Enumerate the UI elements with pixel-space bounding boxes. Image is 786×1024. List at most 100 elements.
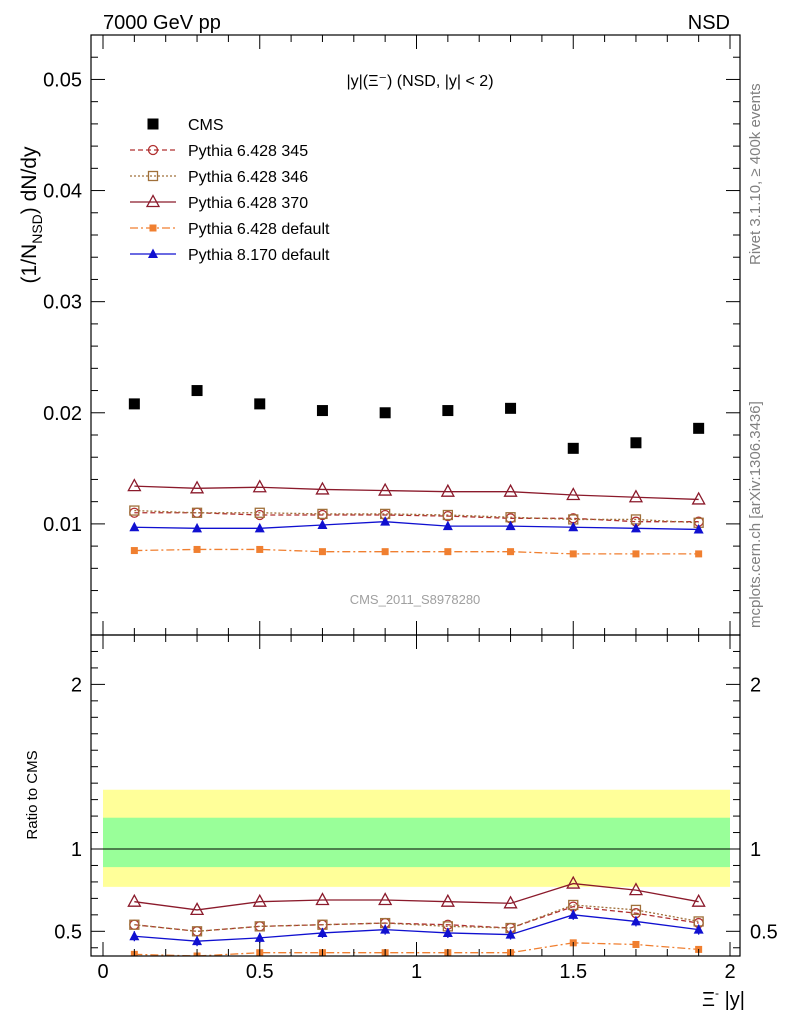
p346-line	[134, 904, 699, 932]
p346-point	[254, 921, 265, 932]
p370-point	[691, 491, 706, 505]
legend-label: Pythia 6.428 346	[188, 169, 308, 186]
legend-entry: Pythia 6.428 346	[130, 169, 308, 186]
p346-point	[442, 509, 454, 521]
p370-point	[252, 479, 267, 493]
legend-marker	[147, 118, 159, 130]
cms-point	[442, 405, 454, 417]
legend-entry: Pythia 8.170 default	[130, 247, 330, 264]
legend-label: Pythia 6.428 default	[188, 221, 330, 238]
legend: CMS Pythia 6.428 345 Pythia 6.428 346 Pythi…	[130, 117, 330, 264]
x-tick-label: 2	[724, 961, 735, 983]
main-plot-title: |y|(Ξ⁻) (NSD, |y| < 2)	[346, 73, 493, 90]
ratio-y-tick-label-left: 1	[71, 839, 82, 861]
p6def-point	[569, 550, 577, 558]
header-left: 7000 GeV pp	[103, 12, 221, 34]
cms-point	[567, 442, 579, 454]
legend-marker	[149, 224, 157, 232]
p6def-point	[318, 548, 326, 556]
cms-point	[505, 402, 517, 414]
p6def-point	[193, 545, 201, 553]
p6def-line	[134, 548, 699, 555]
p346-line	[134, 509, 699, 524]
p370-point	[315, 892, 330, 906]
y-tick-label: 0.02	[43, 403, 82, 425]
p345-line	[134, 512, 699, 523]
p8def-point	[317, 927, 328, 937]
p370-point	[566, 875, 581, 889]
p8def-point	[442, 520, 453, 531]
p6def-point	[381, 548, 389, 556]
ratio-y-tick-label-left: 0.5	[54, 921, 82, 943]
x-ticks: 0 0.5 1 1.5 2	[97, 635, 736, 983]
cms-point	[254, 398, 266, 410]
y-tick-label: 0.04	[43, 181, 82, 203]
p346-point	[254, 507, 265, 518]
p8def-point	[129, 521, 140, 532]
p370-point	[127, 893, 142, 907]
p8def-point	[505, 520, 516, 531]
main-series	[127, 385, 706, 558]
legend-marker	[145, 194, 161, 208]
p6def-point	[632, 550, 640, 558]
p8def-point	[192, 935, 203, 946]
p8def-point	[192, 522, 203, 533]
p370-point	[189, 480, 205, 494]
cms-point	[693, 422, 705, 434]
p370-line	[134, 485, 699, 501]
x-tick-label: 1	[411, 961, 422, 983]
p370-point	[628, 489, 644, 503]
p370-point	[252, 893, 267, 907]
p8def-line	[134, 521, 699, 531]
p6def-point	[507, 548, 515, 556]
p370-point	[189, 902, 205, 916]
x-tick-label: 0.5	[246, 961, 274, 983]
p370-point	[503, 895, 518, 909]
x-tick-label: 0	[97, 961, 108, 983]
main-y-axis-label: (1/NNSD) dN/dy	[18, 146, 45, 283]
mcplots-label: mcplots.cern.ch [arXiv:1306.3436]	[747, 401, 764, 628]
p8def-point	[568, 909, 579, 919]
y-tick-label: 0.05	[43, 69, 82, 91]
legend-marker	[147, 170, 159, 182]
ratio-plot-panel: 0.5 0.5 1 1 2 2 0 0.5 1 1.5 2 Ratio to CMS Ξ- |y|	[24, 634, 778, 1011]
p346-point	[129, 505, 140, 516]
cms-point	[316, 405, 328, 417]
p8def-point	[505, 929, 516, 939]
cms-point	[128, 398, 140, 410]
p8def-point	[630, 915, 641, 926]
p8def-point	[442, 927, 453, 937]
legend-marker	[148, 248, 158, 258]
p370-point	[440, 483, 455, 497]
p8def-point	[254, 522, 265, 533]
legend-entry: Pythia 6.428 370	[130, 194, 308, 212]
y-tick-label: 0.03	[43, 292, 82, 314]
p370-point	[503, 483, 518, 497]
p346-point	[191, 507, 203, 518]
legend-label: Pythia 6.428 345	[188, 143, 308, 160]
cms-point	[379, 407, 391, 419]
p8def-point	[693, 523, 704, 534]
cms-point	[191, 385, 203, 397]
y-tick-label: 0.01	[43, 514, 82, 536]
p6def-point	[130, 547, 138, 555]
legend-entry: CMS	[147, 117, 224, 134]
p6def-point	[632, 940, 640, 948]
p8def-point	[317, 519, 328, 529]
legend-marker	[147, 144, 159, 156]
p8def-point	[568, 521, 579, 532]
x-axis-label: Ξ- |y|	[702, 986, 745, 1011]
p345-line	[134, 905, 699, 932]
p370-point	[691, 893, 706, 907]
p370-point	[315, 481, 330, 495]
p346-point	[630, 904, 642, 916]
ratio-y-ticks: 0.5 0.5 1 1 2 2	[54, 650, 778, 949]
p8def-line	[134, 914, 699, 942]
legend-entry: Pythia 6.428 345	[130, 143, 308, 160]
legend-label: CMS	[188, 117, 224, 134]
p6def-point	[695, 550, 703, 558]
p370-point	[628, 882, 644, 896]
legend-label: Pythia 6.428 370	[188, 195, 308, 212]
header-right: NSD	[688, 12, 730, 34]
